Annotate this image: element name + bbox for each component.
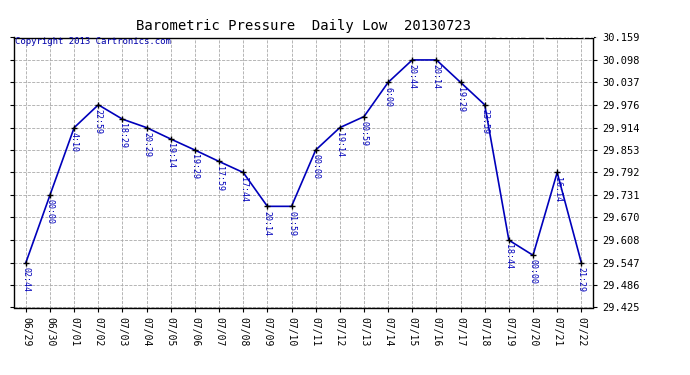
Text: 00:00: 00:00 [46, 199, 55, 224]
Text: 20:44: 20:44 [408, 64, 417, 89]
Text: 02:44: 02:44 [21, 267, 30, 292]
Text: 00:00: 00:00 [529, 260, 538, 284]
Text: 20:14: 20:14 [432, 64, 441, 89]
Text: 4:10: 4:10 [70, 132, 79, 152]
Text: 19:14: 19:14 [166, 143, 175, 168]
Text: 00:59: 00:59 [359, 121, 368, 146]
Text: 17:44: 17:44 [239, 177, 248, 202]
Text: 19:29: 19:29 [456, 87, 465, 111]
Text: 20:29: 20:29 [142, 132, 151, 157]
Text: 01:59: 01:59 [287, 210, 296, 236]
Text: 18:29: 18:29 [118, 123, 127, 148]
Text: 18:44: 18:44 [504, 244, 513, 269]
Text: 19:29: 19:29 [190, 154, 199, 179]
Text: 6:00: 6:00 [384, 87, 393, 106]
Text: 17:59: 17:59 [215, 166, 224, 190]
Text: 23:59: 23:59 [480, 109, 489, 134]
Text: Pressure  (Inches/Hg): Pressure (Inches/Hg) [484, 30, 607, 40]
Text: Copyright 2013 Cartronics.com: Copyright 2013 Cartronics.com [15, 38, 171, 46]
Text: 16:14: 16:14 [553, 177, 562, 202]
Text: 21:29: 21:29 [577, 267, 586, 292]
Text: Barometric Pressure  Daily Low  20130723: Barometric Pressure Daily Low 20130723 [136, 19, 471, 33]
Text: 19:14: 19:14 [335, 132, 344, 157]
Text: 00:00: 00:00 [311, 154, 320, 179]
Text: 20:14: 20:14 [263, 210, 272, 236]
Text: 22:59: 22:59 [94, 109, 103, 134]
